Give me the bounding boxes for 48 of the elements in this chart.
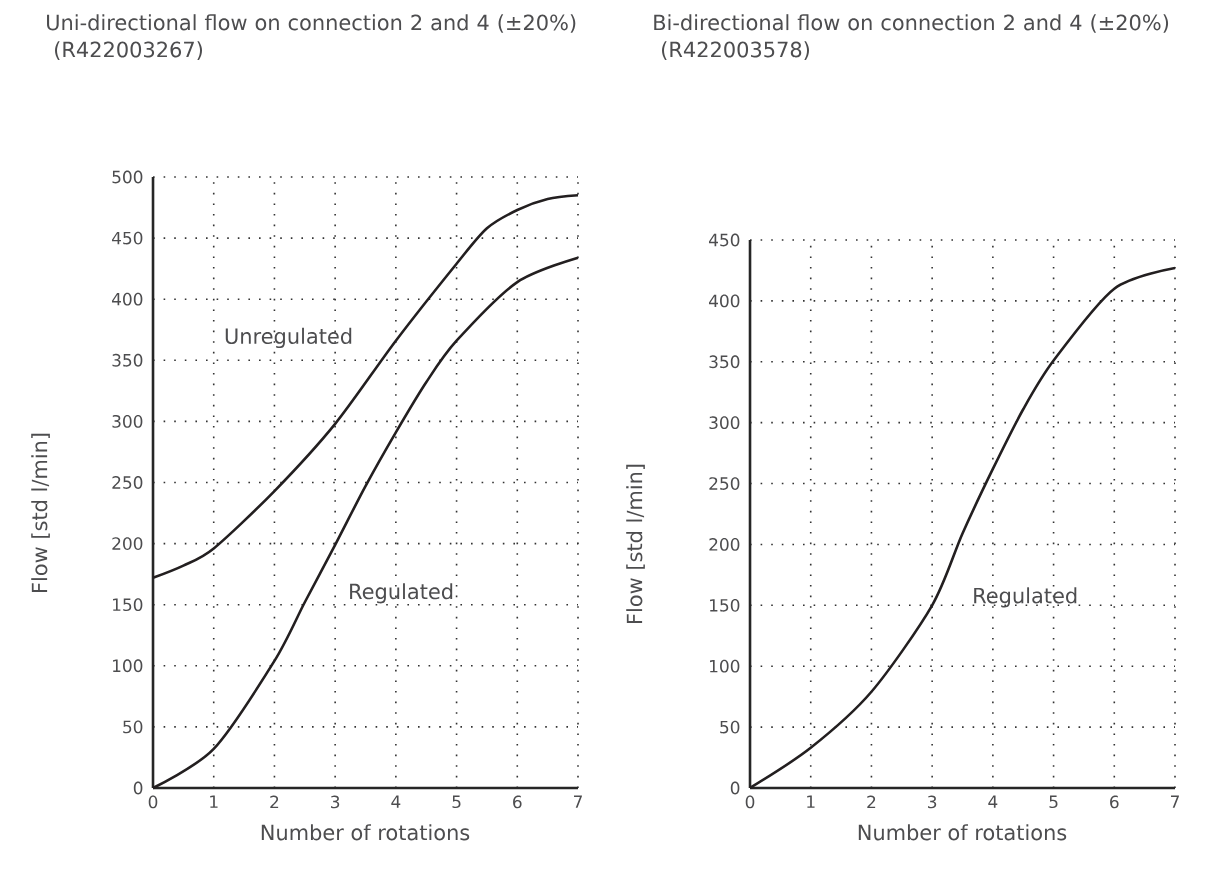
x-tick-label: 5 [1049,795,1058,809]
y-tick-label: 350 [112,353,143,367]
y-tick-label: 250 [112,476,143,489]
y-tick-label: 200 [112,537,143,550]
x-tick-label: 3 [331,795,340,809]
y-axis-title: Flow [std l/min] [31,433,50,592]
x-tick-label: 1 [807,795,815,808]
chart-title: Uni-directional flow on connection 2 and 4 (±20%) [47,14,576,33]
x-axis-title: Number of rotations [261,824,470,841]
y-tick-label: 150 [113,598,143,612]
y-tick-label: 250 [709,477,740,490]
y-tick-label: 200 [709,538,740,551]
x-tick-label: 7 [1171,795,1179,808]
x-tick-label: 7 [574,795,582,808]
y-tick-label: 450 [111,231,143,245]
x-axis-title: Number of rotations [858,824,1067,841]
y-tick-label: 50 [123,720,143,734]
x-tick-label: 5 [452,795,461,809]
x-tick-label: 4 [391,795,401,808]
y-tick-label: 300 [112,414,143,428]
x-tick-label: 0 [745,795,755,809]
y-tick-label: 0 [730,781,740,795]
series-label: Regulated [974,587,1077,608]
x-tick-label: 3 [928,795,937,809]
y-tick-label: 100 [113,659,143,673]
y-tick-label: 100 [710,659,740,673]
x-tick-label: 2 [270,795,279,809]
y-tick-label: 400 [708,294,740,308]
x-tick-label: 0 [148,795,158,809]
x-tick-label: 4 [988,795,998,808]
y-tick-label: 500 [112,170,143,184]
x-tick-label: 1 [210,795,218,808]
y-tick-label: 300 [709,416,740,430]
y-tick-label: 350 [709,355,740,369]
y-tick-label: 400 [111,292,143,306]
y-tick-label: 150 [710,598,740,612]
y-tick-label: 0 [133,781,143,795]
x-tick-label: 6 [1110,795,1119,809]
x-tick-label: 2 [867,795,876,809]
chart-title: Bi-directional flow on connection 2 and 4 (±20%) [654,14,1169,33]
y-axis-title: Flow [std l/min] [626,464,645,623]
x-tick-label: 6 [513,795,522,809]
series-label: Unregulated [225,327,352,349]
series-label: Regulated [350,583,453,604]
y-tick-label: 50 [720,720,740,734]
chart-subtitle: (R422003267) [55,41,203,60]
y-tick-label: 450 [708,233,740,247]
chart-subtitle: (R422003578) [662,41,810,60]
